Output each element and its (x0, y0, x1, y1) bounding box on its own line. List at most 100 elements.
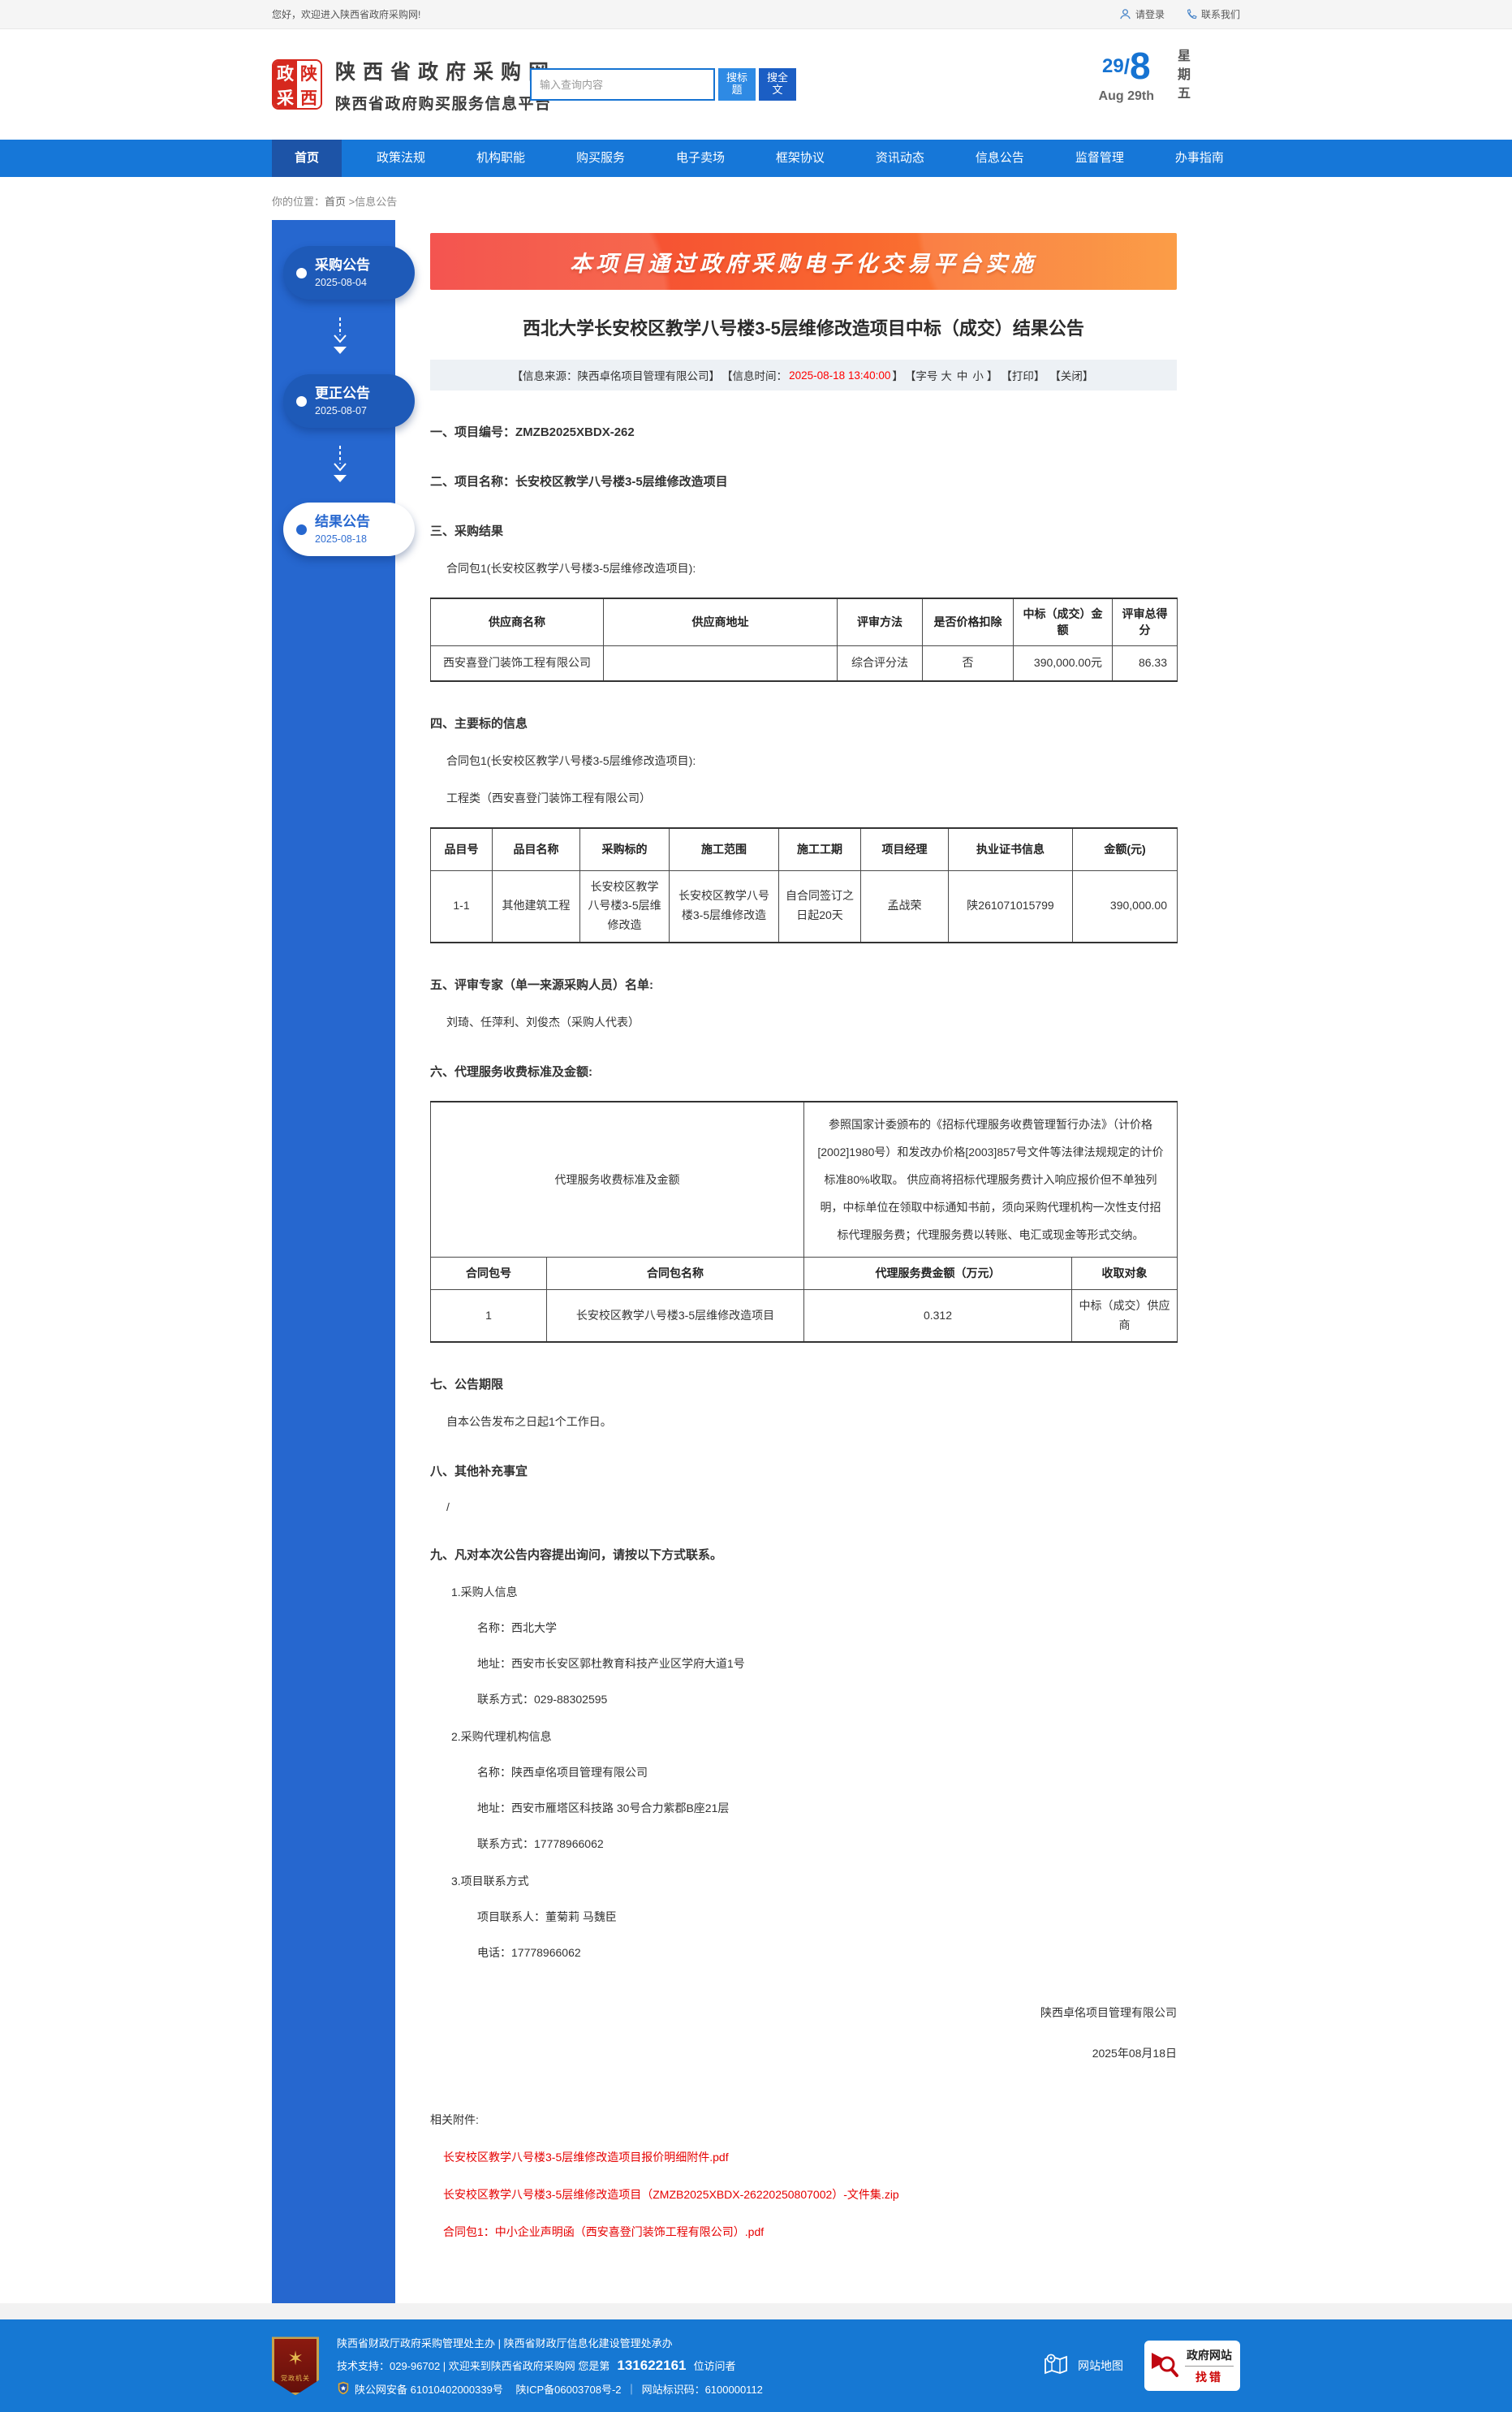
search-input[interactable] (530, 68, 715, 101)
meta-source: 【信息来源：陕西卓佲项目管理有限公司】 (511, 370, 721, 382)
nav-item-e-market[interactable]: 电子卖场 (675, 151, 725, 165)
section-5-experts: 五、评审专家（单一来源采购人员）名单: (430, 977, 653, 992)
nav-item-functions[interactable]: 机构职能 (476, 151, 525, 165)
table-row: 西安喜登门装饰工程有限公司 综合评分法 否 390,000.00元 86.33 (430, 645, 1178, 682)
section-2-project-name: 二、项目名称：长安校区教学八号楼3-5层维修改造项目 (430, 475, 728, 489)
cell-procurement-subject: 长安校区教学八号楼3-5层维修改造 (579, 869, 670, 943)
attachments-section: 相关附件: 长安校区教学八号楼3-5层维修改造项目报价明细附件.pdf 长安校区… (430, 2112, 1177, 2240)
nav-item-news[interactable]: 资讯动态 (875, 151, 924, 165)
contact-group-heading: 3.项目联系方式 (451, 1875, 529, 1888)
attachment-link-fileset-zip[interactable]: 长安校区教学八号楼3-5层维修改造项目（ZMZB2025XBDX-2622025… (443, 2188, 899, 2202)
contact-line: 项目联系人：董菊莉 马魏臣 (477, 1910, 617, 1924)
footer-beian-line: 陕公网安备 61010402000339号 陕ICP备06003708号-2 ｜… (337, 2381, 763, 2397)
cell-construction-scope: 长安校区教学八号楼3-5层维修改造 (669, 869, 779, 943)
cell-price-deduction: 否 (922, 645, 1014, 682)
pre-footer-strip (0, 2303, 1512, 2320)
login-link[interactable]: 请登录 (1119, 7, 1165, 21)
table-header-row: 品目号 品目名称 采购标的 施工范围 施工工期 项目经理 执业证书信息 金额(元… (430, 827, 1178, 871)
nav-item-supervision[interactable]: 监督管理 (1075, 151, 1124, 165)
close-button[interactable]: 【关闭】 (1049, 370, 1094, 382)
date-day: 29 (1102, 55, 1124, 77)
nav-item-announcements[interactable]: 信息公告 (975, 151, 1024, 165)
timeline-dot (296, 395, 307, 407)
notice-period-body: 自本公告发布之日起1个工作日。 (446, 1415, 612, 1429)
date-widget: 29/8 Aug 29th 星期五 (1099, 44, 1230, 105)
nav-item-home[interactable]: 首页 (272, 140, 342, 177)
signature-date: 2025年08月18日 (1092, 2047, 1177, 2060)
top-utility-bar: 您好，欢迎进入陕西省政府采购网! 请登录 联系我们 (0, 0, 1512, 29)
table-header-row: 合同包号 合同包名称 代理服务费金额（万元） 收取对象 (430, 1256, 1178, 1290)
timeline-date: 2025-08-07 (315, 404, 367, 416)
print-button[interactable]: 【打印】 (1001, 370, 1045, 382)
expert-names: 刘琦、任萍利、刘俊杰（采购人代表） (446, 1015, 640, 1029)
col-item-no: 品目号 (430, 827, 493, 871)
contact-line: 联系方式：029-88302595 (477, 1693, 608, 1707)
cell-package-name: 长安校区教学八号楼3-5层维修改造项目 (546, 1288, 804, 1343)
breadcrumb-home-link[interactable]: 首页 (325, 196, 347, 208)
badge-find-error-label: 找错 (1195, 2370, 1223, 2384)
font-size-large-button[interactable]: 大 (941, 370, 952, 382)
search-title-button[interactable]: 搜标题 (718, 68, 756, 101)
gov-site-error-report-badge[interactable]: 政府网站 找错 (1144, 2341, 1240, 2392)
timeline-item-correction-notice[interactable]: 更正公告 2025-08-07 (283, 374, 415, 428)
col-total-score: 评审总得分 (1112, 598, 1178, 646)
nav-item-guide[interactable]: 办事指南 (1174, 151, 1224, 165)
date-slash: / (1123, 54, 1130, 79)
party-government-emblem-icon: ✶ 党政机关 (272, 2336, 319, 2396)
nav-item-framework[interactable]: 框架协议 (775, 151, 825, 165)
section-1-project-number: 一、项目编号：ZMZB2025XBDX-262 (430, 425, 635, 439)
timeline-title: 更正公告 (315, 386, 370, 402)
banner-text: 本项目通过政府采购电子化交易平台实施 (570, 251, 1037, 276)
col-project-manager: 项目经理 (860, 827, 949, 871)
font-size-medium-button[interactable]: 中 (956, 370, 968, 382)
timeline-date: 2025-08-18 (315, 533, 367, 545)
table-row: 1 长安校区教学八号楼3-5层维修改造项目 0.312 中标（成交）供应商 (430, 1288, 1178, 1343)
package-line: 合同包1(长安校区教学八号楼3-5层维修改造项目): (446, 754, 696, 767)
contact-line: 电话：17778966062 (477, 1946, 581, 1960)
timeline-item-result-notice[interactable]: 结果公告 2025-08-18 (283, 503, 415, 556)
sitemap-link[interactable]: 网站地图 (1042, 2351, 1123, 2381)
cell-package-no: 1 (430, 1288, 547, 1343)
welcome-text: 您好，欢迎进入陕西省政府采购网! (272, 9, 421, 20)
font-size-small-button[interactable]: 小 (972, 370, 984, 382)
police-beian-link[interactable]: 陕公网安备 61010402000339号 (355, 2384, 503, 2397)
attachment-link-quote-pdf[interactable]: 长安校区教学八号楼3-5层维修改造项目报价明细附件.pdf (443, 2151, 729, 2164)
col-supplier-address: 供应商地址 (603, 598, 838, 646)
meta-time-suffix: 】 (892, 370, 903, 382)
timeline-item-procurement-notice[interactable]: 采购公告 2025-08-04 (283, 246, 415, 300)
section-9-contact: 九、凡对本次公告内容提出询问，请按以下方式联系。 (430, 1548, 723, 1563)
weekday-label: 星期五 (1175, 49, 1189, 105)
sitemap-label: 网站地图 (1078, 2359, 1123, 2373)
cell-fee-standard-text: 参照国家计委颁布的《招标代理服务收费管理暂行办法》（计价格[2002]1980号… (803, 1101, 1178, 1258)
site-footer: ✶ 党政机关 陕西省财政厅政府采购管理处主办 | 陕西省财政厅信息化建设管理处承… (0, 2319, 1512, 2412)
contact-line: 联系方式：17778966062 (477, 1837, 604, 1851)
page-title: 西北大学长安校区教学八号楼3-5层维修改造项目中标（成交）结果公告 (523, 318, 1084, 339)
arrow-down-icon (334, 317, 347, 354)
logo-char: 西 (297, 85, 321, 108)
cell-supplier-address (603, 645, 838, 682)
signature-company: 陕西卓佲项目管理有限公司 (1040, 2006, 1177, 2020)
date-month: 8 (1129, 45, 1151, 87)
contact-label: 联系我们 (1200, 9, 1240, 20)
package-line: 合同包1(长安校区教学八号楼3-5层维修改造项目): (446, 562, 696, 575)
col-supplier-name: 供应商名称 (430, 598, 604, 646)
attachments-label: 相关附件: (430, 2113, 479, 2127)
cell-license-info: 陕261071015799 (948, 869, 1073, 943)
nav-item-purchase-services[interactable]: 购买服务 (575, 151, 625, 165)
contact-line: 地址：西安市长安区郭杜教育科技产业区学府大道1号 (477, 1657, 745, 1671)
map-icon (1042, 2351, 1070, 2381)
contact-line: 地址：西安市雁塔区科技路 30号合力紫郡B座21层 (477, 1801, 730, 1815)
col-package-no: 合同包号 (430, 1256, 547, 1290)
contact-link[interactable]: 联系我们 (1186, 7, 1240, 21)
attachment-link-sme-declaration-pdf[interactable]: 合同包1：中小企业声明函（西安喜登门装饰工程有限公司）.pdf (443, 2225, 765, 2239)
col-package-name: 合同包名称 (546, 1256, 804, 1290)
icp-link[interactable]: 陕ICP备06003708号-2 (515, 2384, 622, 2397)
cell-supplier-name: 西安喜登门装饰工程有限公司 (430, 645, 604, 682)
arrow-down-icon (334, 446, 347, 482)
announcement-article: 本项目通过政府采购电子化交易平台实施 西北大学长安校区教学八号楼3-5层维修改造… (430, 220, 1178, 2303)
timeline-date: 2025-08-04 (315, 276, 367, 288)
section-4-main-subject: 四、主要标的信息 (430, 717, 528, 731)
nav-item-policies[interactable]: 政策法规 (376, 151, 425, 165)
search-fulltext-button[interactable]: 搜全文 (759, 68, 796, 101)
font-size-label: 【字号 (904, 370, 938, 382)
